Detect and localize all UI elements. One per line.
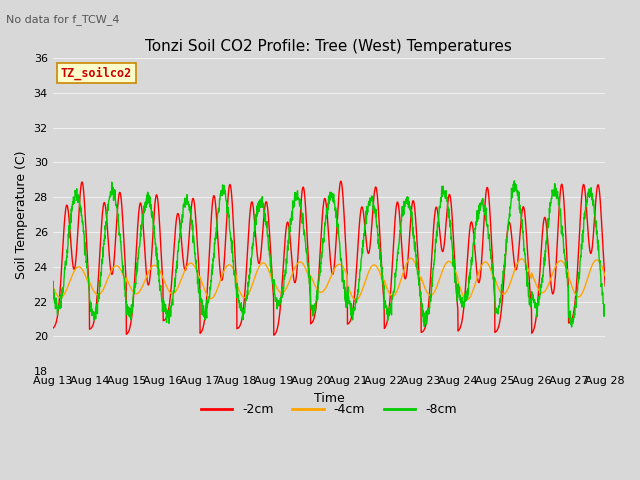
Y-axis label: Soil Temperature (C): Soil Temperature (C) (15, 150, 28, 279)
Title: Tonzi Soil CO2 Profile: Tree (West) Temperatures: Tonzi Soil CO2 Profile: Tree (West) Temp… (145, 39, 513, 54)
Legend: -2cm, -4cm, -8cm: -2cm, -4cm, -8cm (196, 398, 462, 421)
Text: No data for f_TCW_4: No data for f_TCW_4 (6, 14, 120, 25)
X-axis label: Time: Time (314, 392, 344, 405)
